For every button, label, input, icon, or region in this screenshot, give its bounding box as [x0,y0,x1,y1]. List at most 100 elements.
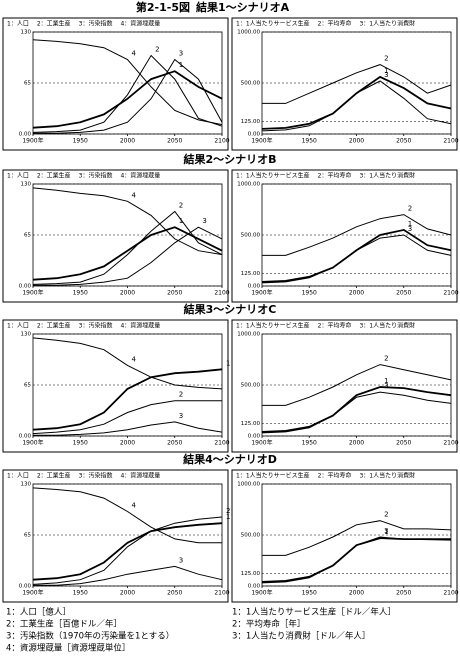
series-label: 4 [132,191,137,199]
legend-entry: 4：資源埋蔵量 [120,20,160,28]
x-tick-label: 2000 [349,290,364,297]
y-tick-label: 65 [24,233,31,239]
series-label: 4 [132,355,137,363]
series-line [32,487,222,544]
legend-entry: 1：人口 [7,21,29,28]
panel-frame [231,169,458,303]
x-tick-label: 1950 [73,440,88,447]
x-tick-label: 1900年 [251,589,272,597]
series-label: 2 [226,507,230,515]
series-line [32,516,223,585]
series-label: 2 [155,46,159,54]
x-tick-label: 2000 [349,440,364,447]
y-tick-label: 500.00 [241,533,261,539]
y-tick-label: 130 [21,482,32,488]
y-tick-label: 0.00 [19,132,32,138]
series-label: 2 [384,511,388,519]
note-line: 4：資源埋蔵量［資源埋蔵単位］ [6,643,130,654]
legend-entry: 1：人口 [7,323,29,330]
legend-entry: 2：平均寿命 [318,20,352,28]
series-line [261,536,452,584]
legend-entry: 4：資源埋蔵量 [120,322,160,330]
x-tick-label: 2100 [214,440,229,447]
x-tick-label: 2050 [396,138,411,145]
y-tick-label: 130 [21,182,32,188]
series-label: 2 [408,205,412,213]
series-line [32,337,223,390]
section-title: 結果1～シナリオA [196,0,290,14]
x-tick-label: 2000 [120,440,135,447]
x-tick-label: 2100 [214,590,229,597]
note-line: 2：平均寿命［年］ [232,619,305,630]
x-tick-label: 1900年 [251,289,272,297]
y-tick-label: 125.00 [241,421,261,427]
x-tick-label: 2000 [349,590,364,597]
y-tick-label: 125.00 [241,571,261,577]
x-tick-label: 2100 [214,138,229,145]
x-tick-label: 1900年 [22,289,43,297]
x-tick-label: 2000 [120,290,135,297]
x-tick-label: 2100 [443,290,458,297]
series-label: 1 [179,217,183,225]
y-tick-label: 130 [21,332,32,338]
x-tick-label: 1900年 [22,589,43,597]
x-tick-label: 2100 [443,440,458,447]
series-label: 2 [384,55,388,63]
x-tick-label: 1900年 [22,137,43,145]
x-tick-label: 2100 [443,590,458,597]
x-tick-label: 1950 [73,590,88,597]
series-line [32,522,223,581]
x-tick-label: 1950 [73,138,88,145]
series-label: 2 [179,391,183,399]
legend-entry: 1：1人当たりサービス生産 [236,20,310,28]
series-line [261,80,452,132]
y-tick-label: 0.00 [248,584,261,590]
y-tick-label: 0.00 [248,132,261,138]
x-tick-label: 1950 [73,290,88,297]
y-tick-label: 1000.00 [237,182,260,188]
legend-entry: 3：1人当たり消費財 [359,322,415,330]
series-line [33,58,223,134]
series-label: 2 [179,201,183,209]
legend-entry: 1：1人当たりサービス生産 [236,472,310,480]
series-label: 4 [132,501,137,509]
legend-entry: 1：1人当たりサービス生産 [236,172,310,180]
series-line [33,421,223,436]
series-label: 2 [384,355,388,363]
y-tick-label: 65 [24,81,31,87]
series-label: 1 [384,67,388,75]
legend-entry: 2：平均寿命 [318,322,352,330]
legend-entry: 3：汚染指数 [79,472,113,480]
series-line [32,226,223,281]
legend-entry: 3：汚染指数 [79,20,113,28]
series-line [32,400,222,435]
panel-frame [2,469,229,603]
series-line [262,364,452,406]
series-label: 1 [384,377,388,385]
x-tick-label: 1950 [302,440,317,447]
series-line [32,54,223,133]
legend-entry: 3：汚染指数 [79,322,113,330]
series-label: 1 [408,220,412,228]
series-line [32,368,223,431]
series-line [261,386,452,433]
legend-entry: 1：1人当たりサービス生産 [236,322,310,330]
y-tick-label: 0.00 [248,284,261,290]
note-line: 1：人口［億人］ [6,607,71,618]
series-label: 1 [384,528,388,536]
section-title: 結果2～シナリオB [183,152,276,166]
x-tick-label: 2050 [167,590,182,597]
series-label: 3 [384,527,388,535]
x-tick-label: 1900年 [22,439,43,447]
x-tick-label: 2100 [214,290,229,297]
legend-entry: 2：工業生産 [37,322,71,330]
series-label: 3 [179,556,183,564]
legend-entry: 2：平均寿命 [318,472,352,480]
series-line [261,391,452,434]
panel-frame [2,319,229,453]
y-tick-label: 125.00 [241,119,261,125]
series-line [33,565,223,586]
series-line [261,234,452,284]
legend-entry: 4：資源埋蔵量 [120,172,160,180]
